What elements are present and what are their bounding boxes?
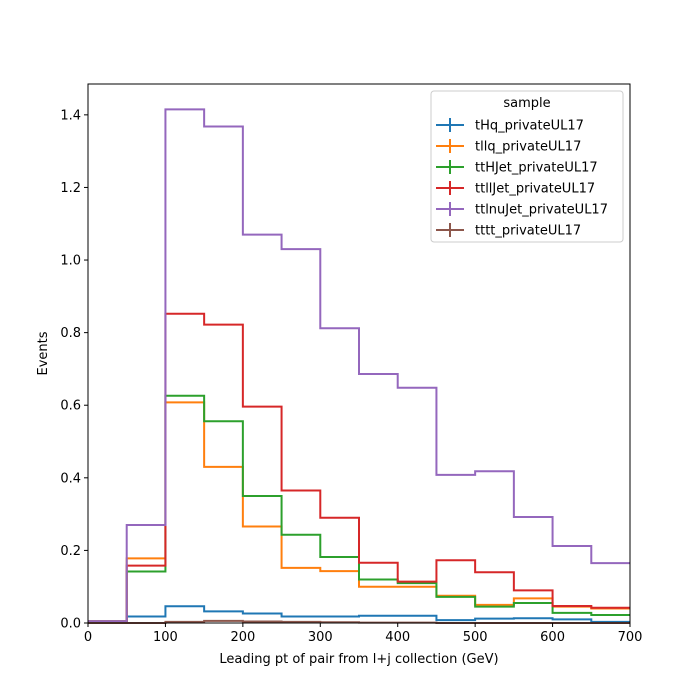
x-tick-label: 400	[385, 630, 410, 645]
legend-label: ttHJet_privateUL17	[475, 161, 598, 176]
x-tick-label: 700	[618, 630, 643, 645]
legend-label: ttllJet_privateUL17	[475, 182, 595, 197]
y-tick-label: 0.4	[60, 471, 81, 486]
legend-title: sample	[503, 96, 550, 111]
legend-label: tHq_privateUL17	[475, 119, 584, 134]
legend-entry: ttllJet_privateUL17	[436, 181, 595, 197]
y-tick-label: 0.6	[60, 399, 81, 414]
x-axis: 0 100 200 300 400 500 600 700	[84, 623, 643, 645]
legend-label: tttt_privateUL17	[475, 224, 581, 239]
y-tick-label: 1.0	[60, 254, 81, 269]
series-line-3	[88, 312, 630, 623]
y-tick-label: 0.0	[60, 617, 81, 632]
series-line-2	[88, 394, 630, 623]
legend-entry: ttlnuJet_privateUL17	[436, 202, 608, 218]
series-line-4	[88, 108, 630, 623]
x-tick-label: 0	[84, 630, 92, 645]
x-tick-label: 300	[308, 630, 333, 645]
y-tick-label: 0.8	[60, 326, 81, 341]
legend-label: ttlnuJet_privateUL17	[475, 203, 608, 218]
y-tick-label: 1.4	[60, 108, 81, 123]
legend-entry: tttt_privateUL17	[436, 223, 581, 239]
series-line-0	[88, 605, 630, 624]
legend-entry: tHq_privateUL17	[436, 118, 584, 134]
series-layer	[88, 108, 630, 624]
y-tick-label: 0.2	[60, 544, 81, 559]
legend-entries: tHq_privateUL17 tllq_privateUL17 ttHJet_pr…	[436, 118, 608, 239]
x-tick-label: 500	[463, 630, 488, 645]
legend-entry: ttHJet_privateUL17	[436, 160, 598, 176]
legend: sample tHq_privateUL17 tllq_privateUL17tt…	[430, 90, 624, 243]
legend-box	[430, 90, 624, 243]
legend-entry: tllq_privateUL17	[436, 139, 581, 155]
x-tick-label: 100	[153, 630, 178, 645]
x-axis-label: Leading pt of pair from l+j collection (…	[219, 652, 498, 667]
y-tick-label: 1.2	[60, 181, 81, 196]
y-axis-label: Events	[36, 331, 51, 375]
y-axis: 0.0 0.2 0.4 0.6 0.8 1.0 1.2 1.4	[60, 108, 88, 632]
legend-label: tllq_privateUL17	[475, 140, 581, 155]
plot-frame	[87, 83, 631, 624]
x-tick-label: 200	[230, 630, 255, 645]
x-tick-label: 600	[540, 630, 565, 645]
